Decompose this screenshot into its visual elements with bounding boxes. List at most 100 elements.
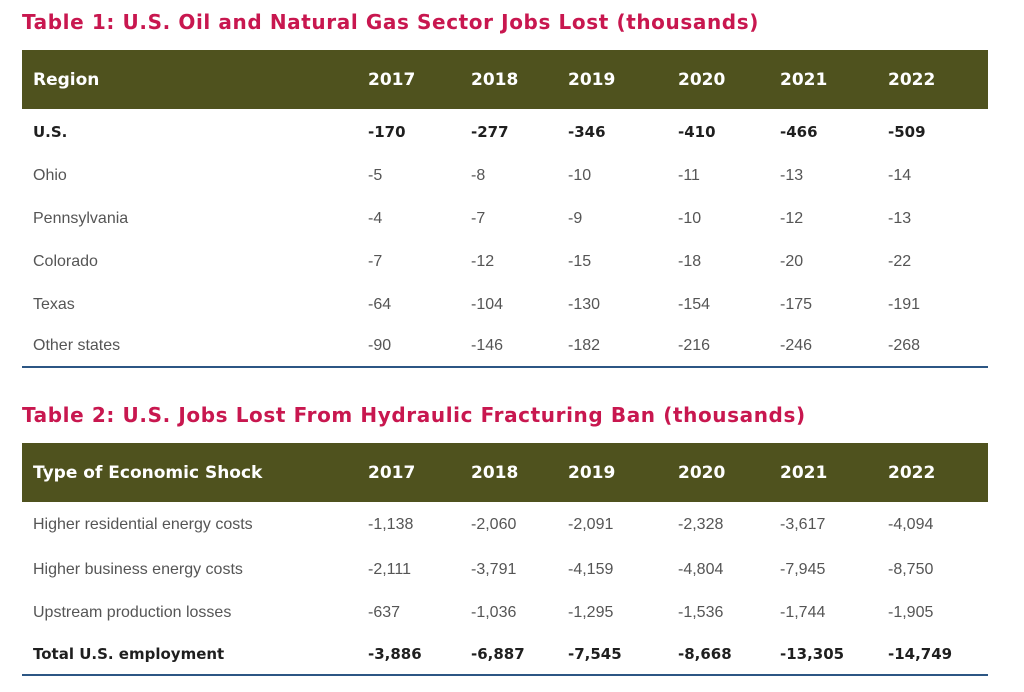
cell-value: -11 <box>678 166 700 184</box>
table1-header-region: Region <box>33 69 100 90</box>
cell-value: -410 <box>678 122 716 141</box>
cell-value: -13 <box>780 166 804 184</box>
table-row: Other states -90 -146 -182 -216 -246 -268 <box>22 326 988 368</box>
table2-header-2022: 2022 <box>888 462 936 483</box>
cell-value: -170 <box>368 122 406 141</box>
table-row: U.S. -170 -277 -346 -410 -466 -509 <box>22 109 988 154</box>
table2-header-shock-type: Type of Economic Shock <box>33 462 263 483</box>
table2-header-2020: 2020 <box>678 462 726 483</box>
cell-value: -5 <box>368 166 383 184</box>
table1-oil-gas-jobs-lost: Region 2017 2018 2019 2020 2021 2022 U.S… <box>22 50 988 368</box>
table2-header-2021: 2021 <box>780 462 828 483</box>
cell-value: -1,905 <box>888 603 934 621</box>
cell-value: -10 <box>678 209 702 227</box>
cell-value: -1,744 <box>780 603 826 621</box>
row-label: Other states <box>22 326 368 368</box>
table1-header-2021: 2021 <box>780 69 828 90</box>
cell-value: -9 <box>568 209 583 227</box>
row-label: Pennsylvania <box>33 209 129 227</box>
cell-value: -277 <box>471 122 509 141</box>
cell-value: -1,138 <box>368 516 414 533</box>
cell-value: -104 <box>471 295 504 313</box>
table1-header-2019: 2019 <box>568 69 616 90</box>
cell-value: -4,159 <box>568 560 614 578</box>
cell-value: -13,305 <box>780 634 888 676</box>
cell-value: -20 <box>780 252 804 270</box>
cell-value: -191 <box>888 295 921 313</box>
cell-value: -13 <box>888 209 912 227</box>
cell-value: -2,060 <box>471 516 517 533</box>
cell-value: -7 <box>368 252 383 270</box>
cell-value: -154 <box>678 295 711 313</box>
row-label: Ohio <box>33 166 67 184</box>
row-label: Total U.S. employment <box>22 634 368 676</box>
cell-value: -2,111 <box>368 560 411 578</box>
cell-value: -1,295 <box>568 603 614 621</box>
table-row: Pennsylvania -4 -7 -9 -10 -12 -13 <box>22 197 988 240</box>
cell-value: -1,036 <box>471 603 517 621</box>
row-label: Texas <box>33 295 75 313</box>
row-label: Higher business energy costs <box>33 560 243 578</box>
cell-value: -637 <box>368 603 401 621</box>
cell-value: -1,536 <box>678 603 724 621</box>
table-row: Texas -64 -104 -130 -154 -175 -191 <box>22 283 988 326</box>
table-row: Total U.S. employment -3,886 -6,887 -7,545-… <box>22 634 988 676</box>
cell-value: -268 <box>888 326 988 368</box>
cell-value: -4 <box>368 209 383 227</box>
cell-value: -10 <box>568 166 592 184</box>
row-label: U.S. <box>33 122 68 141</box>
table1-title: Table 1: U.S. Oil and Natural Gas Sector… <box>22 10 759 34</box>
cell-value: -15 <box>568 252 592 270</box>
cell-value: -3,791 <box>471 560 517 578</box>
cell-value: -7,945 <box>780 560 826 578</box>
cell-value: -8,750 <box>888 560 934 578</box>
cell-value: -7 <box>471 209 486 227</box>
cell-value: -14 <box>888 166 912 184</box>
table2-header-2019: 2019 <box>568 462 616 483</box>
cell-value: -509 <box>888 122 926 141</box>
table-row: Ohio -5 -8 -10 -11 -13 -14 <box>22 154 988 197</box>
table2-header-2017: 2017 <box>368 462 416 483</box>
cell-value: -6,887 <box>471 634 568 676</box>
table1-header-2018: 2018 <box>471 69 519 90</box>
table1-header-2022: 2022 <box>888 69 936 90</box>
table-row: Higher residential energy costs -1,138 -2,… <box>22 502 988 548</box>
table1-header-row: Region 2017 2018 2019 2020 2021 2022 <box>22 50 988 109</box>
cell-value: -2,328 <box>678 516 724 533</box>
cell-value: -8 <box>471 166 486 184</box>
table2-header-2018: 2018 <box>471 462 519 483</box>
cell-value: -12 <box>780 209 804 227</box>
cell-value: -14,749 <box>888 634 988 676</box>
cell-value: -3,886 <box>368 634 471 676</box>
cell-value: -466 <box>780 122 818 141</box>
cell-value: -130 <box>568 295 601 313</box>
cell-value: -90 <box>368 326 471 368</box>
table2-header-row: Type of Economic Shock 2017 2018 2019 20… <box>22 443 988 502</box>
row-label: Higher residential energy costs <box>33 516 253 533</box>
cell-value: -2,091 <box>568 516 614 533</box>
cell-value: -8,668 <box>678 634 780 676</box>
cell-value: -64 <box>368 295 392 313</box>
cell-value: -12 <box>471 252 495 270</box>
table2-fracking-ban-jobs-lost: Type of Economic Shock 2017 2018 2019 20… <box>22 443 988 676</box>
cell-value: -4,804 <box>678 560 724 578</box>
cell-value: -182 <box>568 326 678 368</box>
cell-value: -3,617 <box>780 516 826 533</box>
table-row: Upstream production losses -637 -1,036 -1,2… <box>22 591 988 634</box>
table1-header-2020: 2020 <box>678 69 726 90</box>
cell-value: -146 <box>471 326 568 368</box>
table1-header-2017: 2017 <box>368 69 416 90</box>
row-label: Colorado <box>33 252 98 270</box>
cell-value: -216 <box>678 326 780 368</box>
row-label: Upstream production losses <box>33 603 232 621</box>
cell-value: -246 <box>780 326 888 368</box>
cell-value: -7,545 <box>568 634 678 676</box>
table-row: Colorado -7 -12 -15 -18 -20 -22 <box>22 240 988 283</box>
cell-value: -18 <box>678 252 702 270</box>
table2-title: Table 2: U.S. Jobs Lost From Hydraulic F… <box>22 403 806 427</box>
cell-value: -346 <box>568 122 606 141</box>
cell-value: -175 <box>780 295 813 313</box>
table-row: Higher business energy costs -2,111 -3,791… <box>22 548 988 591</box>
cell-value: -22 <box>888 252 912 270</box>
cell-value: -4,094 <box>888 516 934 533</box>
